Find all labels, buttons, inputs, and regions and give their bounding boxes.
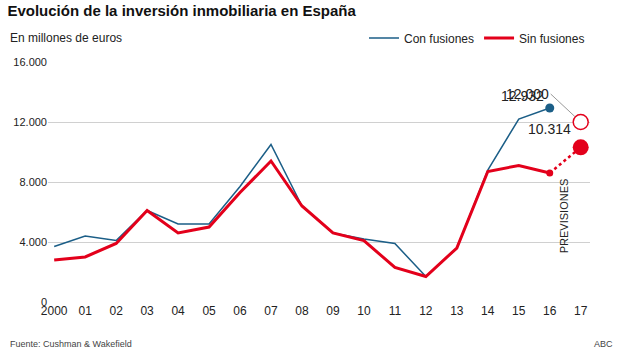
svg-text:12: 12 (419, 304, 433, 318)
svg-text:08: 08 (295, 304, 309, 318)
svg-text:07: 07 (264, 304, 278, 318)
svg-text:2000: 2000 (41, 304, 68, 318)
svg-text:Evolución de la inversión inmo: Evolución de la inversión inmobiliaria e… (7, 2, 356, 19)
svg-text:12.000: 12.000 (506, 86, 549, 102)
svg-text:16.000: 16.000 (13, 56, 47, 68)
svg-text:10: 10 (357, 304, 371, 318)
svg-text:ABC: ABC (594, 339, 613, 349)
svg-text:15: 15 (512, 304, 526, 318)
svg-text:8.000: 8.000 (19, 176, 47, 188)
svg-text:17: 17 (574, 304, 588, 318)
svg-text:01: 01 (78, 304, 92, 318)
svg-text:PREVISIONES: PREVISIONES (558, 179, 570, 254)
svg-text:06: 06 (233, 304, 247, 318)
svg-text:4.000: 4.000 (19, 236, 47, 248)
svg-text:Fuente: Cushman & Wakefield: Fuente: Cushman & Wakefield (10, 339, 132, 349)
svg-text:Con fusiones: Con fusiones (404, 32, 474, 46)
svg-text:Sin fusiones: Sin fusiones (519, 32, 584, 46)
svg-text:12.000: 12.000 (13, 116, 47, 128)
svg-text:10.314: 10.314 (528, 121, 571, 137)
svg-text:02: 02 (109, 304, 123, 318)
svg-text:09: 09 (326, 304, 340, 318)
svg-text:13: 13 (450, 304, 464, 318)
svg-text:0: 0 (41, 296, 47, 308)
svg-text:12.932: 12.932 (501, 88, 544, 104)
svg-text:16: 16 (543, 304, 557, 318)
svg-text:14: 14 (481, 304, 495, 318)
svg-text:03: 03 (140, 304, 154, 318)
svg-text:05: 05 (202, 304, 216, 318)
svg-text:11: 11 (389, 304, 402, 318)
svg-text:En millones de euros: En millones de euros (10, 31, 122, 45)
svg-text:04: 04 (171, 304, 185, 318)
